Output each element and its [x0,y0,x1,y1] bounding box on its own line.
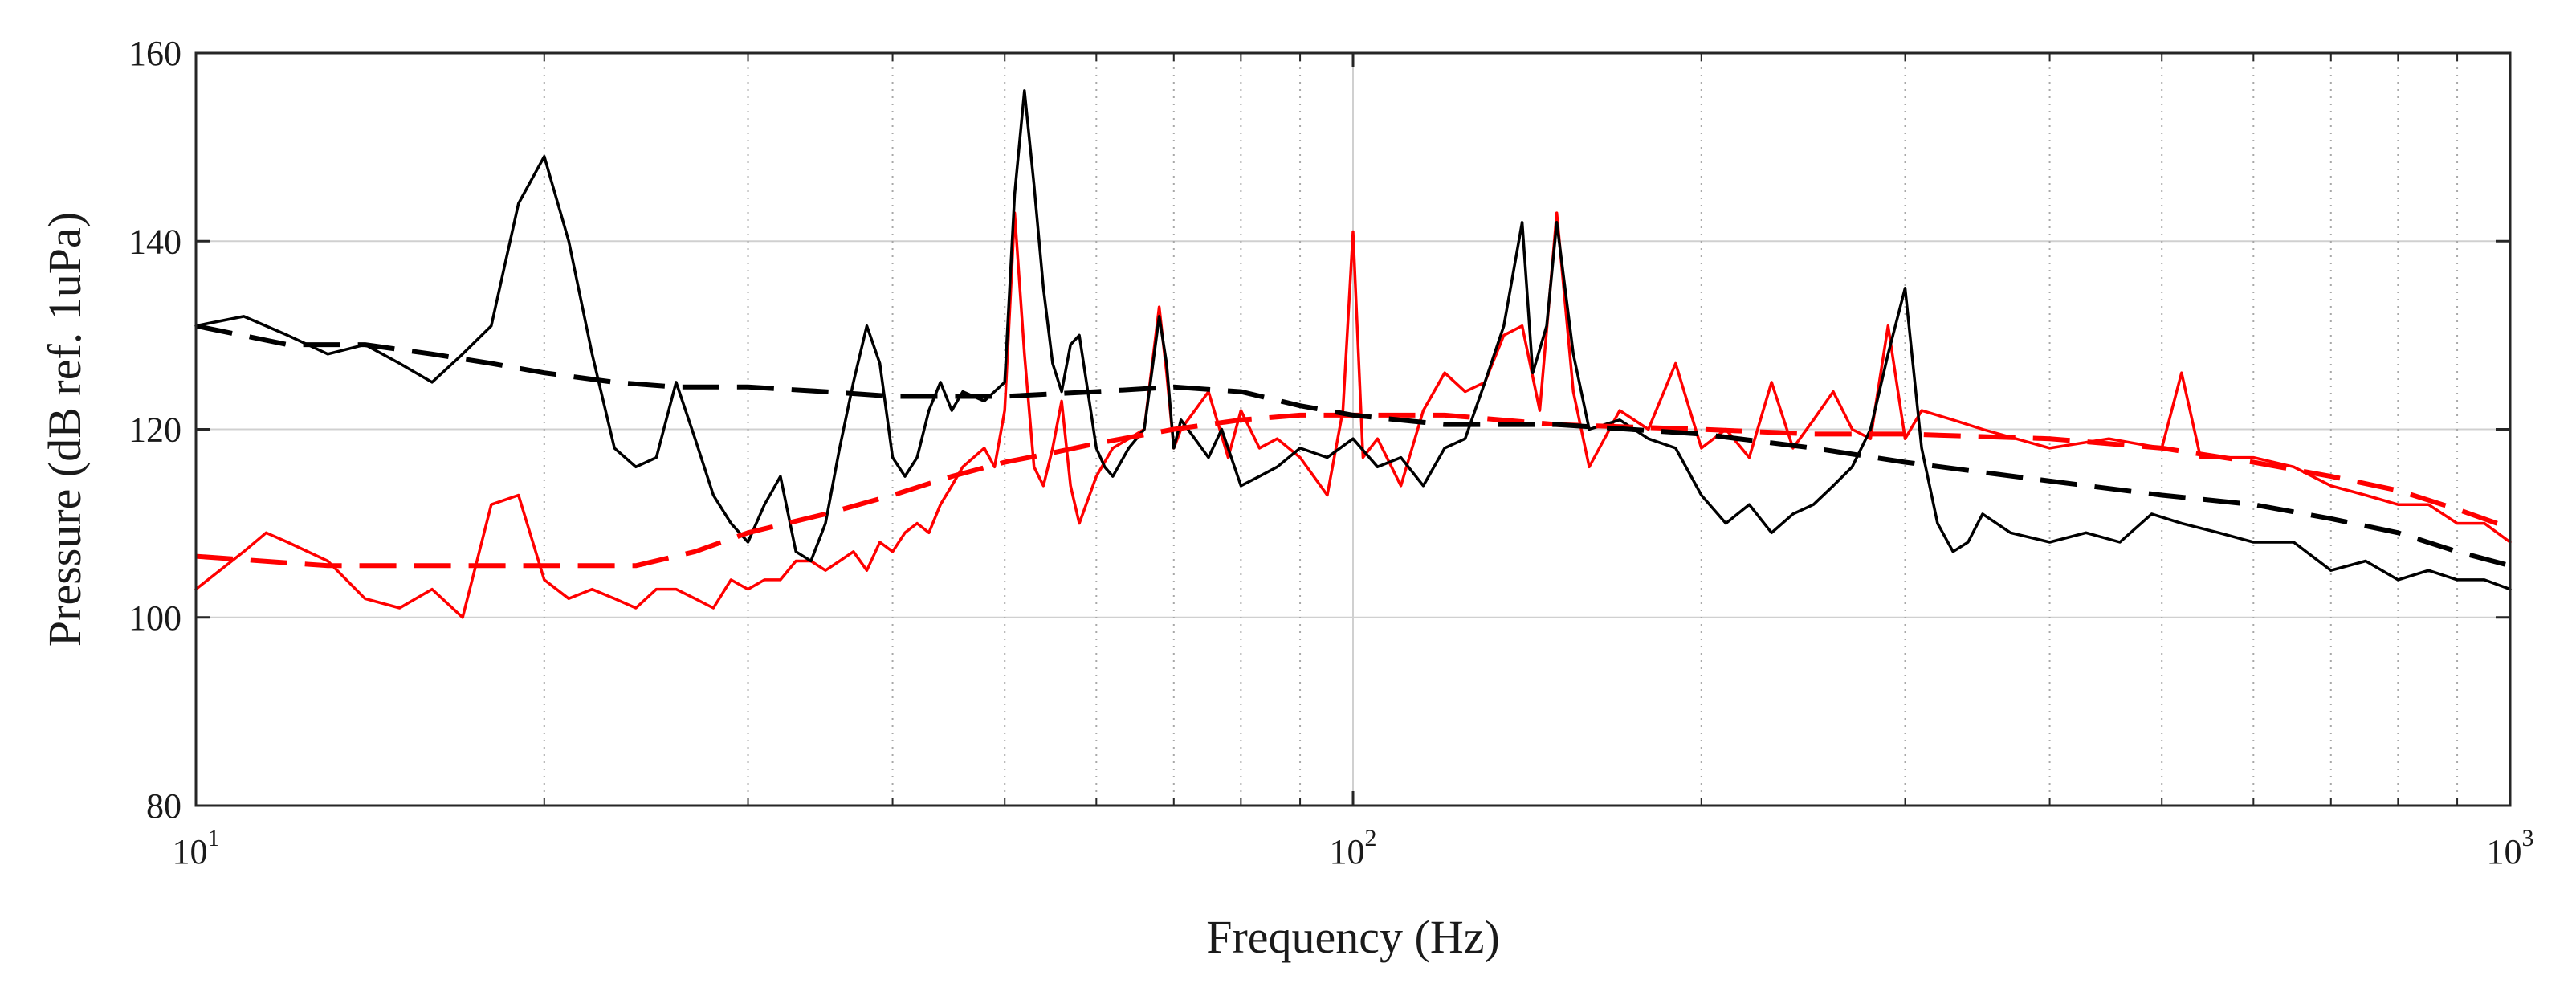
y-tick-label: 140 [128,222,181,261]
y-axis-title: Pressure (dB ref. 1uPa) [39,212,91,647]
y-tick-label: 100 [128,598,181,638]
y-tick-label: 120 [128,410,181,450]
ticks: 80 100 120 140 160 101 102 103 [128,34,2534,871]
x-tick-label: 102 [1330,825,1377,871]
y-tick-label: 80 [146,786,181,826]
x-tick-label: 103 [2487,825,2534,871]
x-axis-title: Frequency (Hz) [1206,911,1500,963]
x-tick-label: 101 [173,825,220,871]
series-line-black-model [195,323,2511,569]
series-line-red-model [195,412,2512,569]
series-layer [194,89,2512,619]
y-tick-label: 160 [128,34,181,73]
